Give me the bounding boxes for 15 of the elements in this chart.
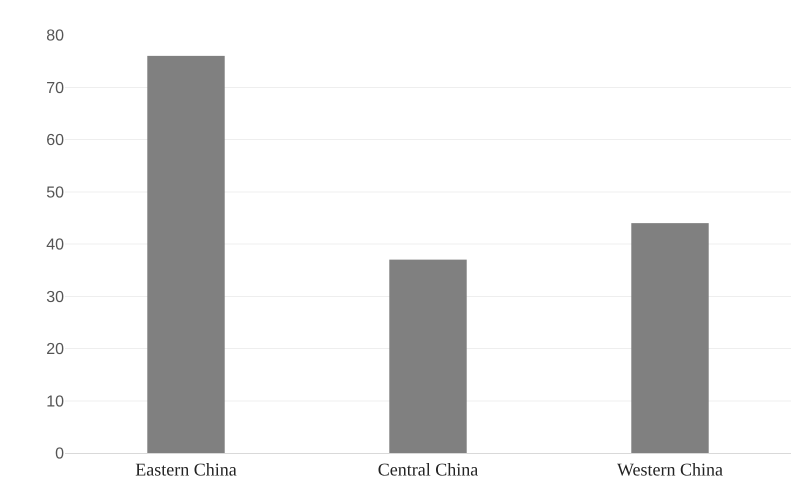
x-tick-label: Western China xyxy=(616,460,724,480)
y-tick-label: 80 xyxy=(46,28,64,45)
y-tick-label: 60 xyxy=(46,132,64,150)
x-tick-label: Central China xyxy=(378,460,478,480)
y-tick-label: 20 xyxy=(46,341,64,358)
y-tick-label: 30 xyxy=(46,288,64,306)
x-tick-label: Eastern China xyxy=(135,460,237,480)
y-tick-label: 50 xyxy=(46,184,64,202)
bar xyxy=(389,260,467,453)
bar xyxy=(147,56,225,453)
y-tick-label: 40 xyxy=(46,236,64,254)
y-tick-label: 10 xyxy=(46,393,64,410)
y-tick-label: 0 xyxy=(55,446,64,463)
bar xyxy=(631,223,709,453)
y-tick-label: 70 xyxy=(46,80,64,97)
